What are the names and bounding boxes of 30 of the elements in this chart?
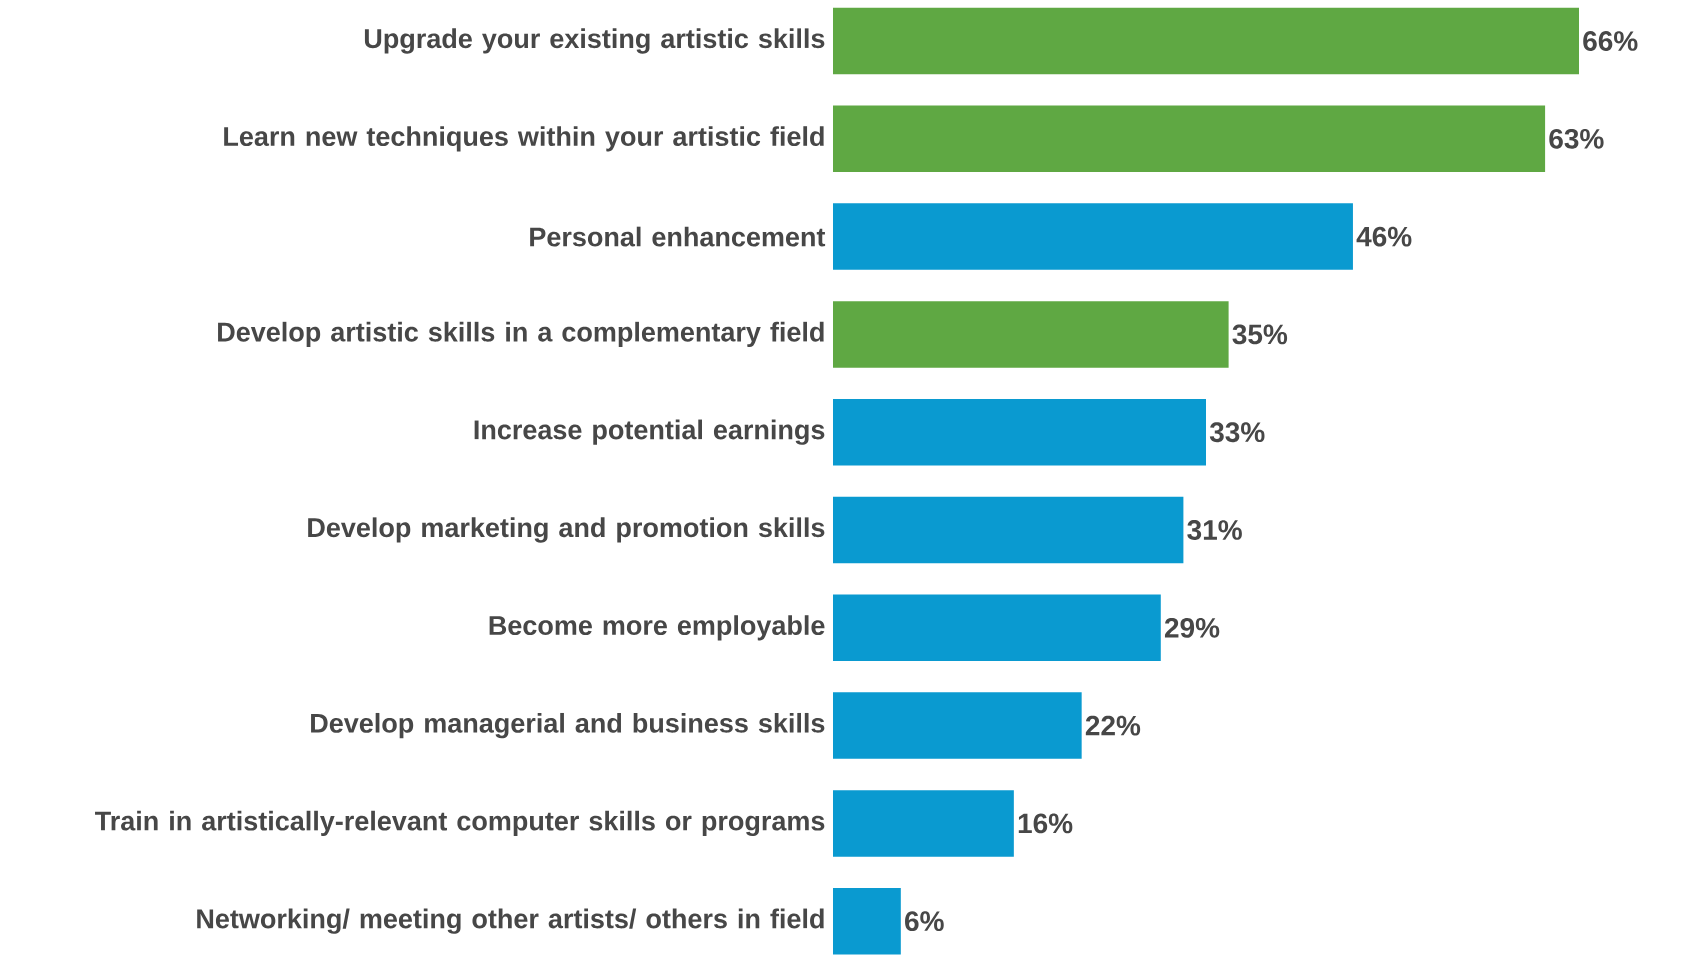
bar xyxy=(833,887,901,955)
data-label: 66% xyxy=(1583,31,1638,51)
bar xyxy=(833,203,1353,270)
data-label: 31% xyxy=(1187,520,1242,540)
y-tick-label: Develop artistic skills in a complementary field xyxy=(218,321,824,347)
bar xyxy=(833,301,1229,368)
data-label: 46% xyxy=(1356,226,1412,247)
y-tick-label: Upgrade your existing artistic skills xyxy=(364,28,825,54)
bar xyxy=(833,105,1546,173)
data-label: 6% xyxy=(905,911,944,932)
y-tick-label: Develop managerial and business skills xyxy=(311,712,825,739)
data-label: 16% xyxy=(1018,813,1073,834)
data-label: 63% xyxy=(1549,128,1604,149)
y-tick-label: Personal enhancement xyxy=(530,226,826,247)
bar xyxy=(833,7,1579,75)
bar xyxy=(833,692,1082,759)
bar xyxy=(833,594,1161,662)
y-tick-label: Increase potential earnings xyxy=(474,419,825,445)
y-tick-label: Learn new techniques within your artistic field xyxy=(224,126,824,152)
y-tick-label: Develop marketing and promotion skills xyxy=(308,517,825,543)
y-tick-label: Train in artistically-relevant computer skills or programs xyxy=(95,810,825,837)
bar xyxy=(833,496,1184,564)
bar xyxy=(833,790,1014,857)
y-tick-label: Become more employable xyxy=(489,615,825,641)
data-label: 33% xyxy=(1209,422,1265,443)
bar xyxy=(833,398,1206,466)
data-label: 29% xyxy=(1164,617,1220,638)
data-label: 35% xyxy=(1232,324,1288,345)
data-label: 22% xyxy=(1085,715,1141,736)
y-tick-label: Networking/ meeting other artists/ others in field xyxy=(197,908,824,934)
